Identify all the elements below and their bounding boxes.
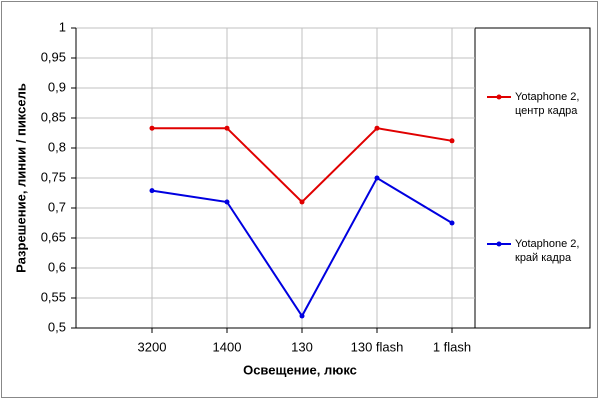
data-point xyxy=(374,125,380,131)
data-point xyxy=(224,199,230,205)
data-point xyxy=(449,220,455,226)
data-point xyxy=(299,313,305,319)
y-tick-label: 1 xyxy=(59,19,66,34)
legend-label: Yotaphone 2, центр кадра xyxy=(515,91,580,117)
legend-box xyxy=(474,27,591,329)
y-tick-label: 0,9 xyxy=(48,79,66,94)
y-tick-label: 0,5 xyxy=(48,319,66,334)
x-axis-title: Освещение, люкс xyxy=(243,362,357,377)
data-point xyxy=(149,188,155,194)
data-point xyxy=(299,199,305,205)
x-tick-label: 3200 xyxy=(138,339,167,354)
x-tick-label: 130 flash xyxy=(351,339,404,354)
y-tick-label: 0,65 xyxy=(41,229,66,244)
legend-marker xyxy=(496,241,502,247)
y-tick-label: 0,8 xyxy=(48,139,66,154)
y-tick-label: 0,7 xyxy=(48,199,66,214)
y-axis-title: Разрешение, линии / пиксель xyxy=(13,83,28,273)
legend-marker xyxy=(496,94,502,100)
y-tick-label: 0,95 xyxy=(41,49,66,64)
data-point xyxy=(374,175,380,181)
y-tick-label: 0,85 xyxy=(41,109,66,124)
data-point xyxy=(224,125,230,131)
y-tick-label: 0,75 xyxy=(41,169,66,184)
x-tick-label: 1 flash xyxy=(433,339,471,354)
legend-label: Yotaphone 2, край кадра xyxy=(515,238,580,264)
data-point xyxy=(449,138,455,144)
x-tick-label: 1400 xyxy=(213,339,242,354)
x-tick-label: 130 xyxy=(291,339,313,354)
y-tick-label: 0,55 xyxy=(41,289,66,304)
data-point xyxy=(149,125,155,131)
y-tick-label: 0,6 xyxy=(48,259,66,274)
